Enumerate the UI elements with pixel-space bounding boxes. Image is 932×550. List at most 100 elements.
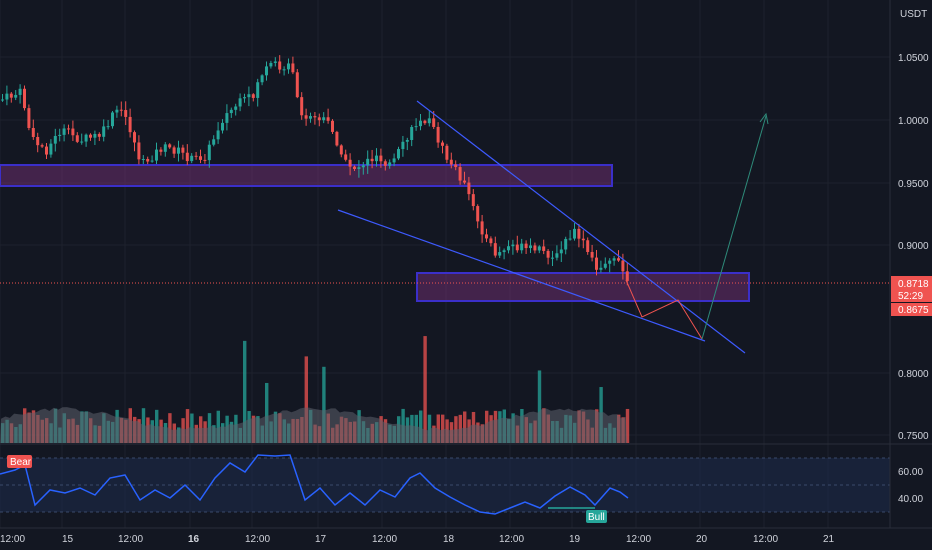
candle-body <box>379 155 383 162</box>
candle-body <box>159 149 163 152</box>
candle-body <box>317 117 321 121</box>
candle-body <box>207 144 211 161</box>
volume-bar <box>625 408 630 443</box>
candle-body <box>5 93 9 100</box>
time-tick: 12:00 <box>499 534 524 545</box>
rsi-tick: 60.00 <box>898 467 923 478</box>
candle-body <box>392 158 396 163</box>
candle-body <box>471 194 475 207</box>
time-tick: 18 <box>443 534 455 545</box>
candle-body <box>225 113 229 123</box>
candle-body <box>119 109 123 111</box>
candle-body <box>84 134 88 142</box>
candle-body <box>467 182 471 195</box>
candle-body <box>53 135 57 144</box>
projection-up-path[interactable] <box>701 115 767 340</box>
current-price-badge[interactable] <box>891 276 932 302</box>
candle-body <box>14 94 18 98</box>
wedge-lower-trendline[interactable] <box>337 209 706 342</box>
candle-body <box>436 126 440 143</box>
candle-body <box>419 120 422 127</box>
candle-body <box>375 155 378 162</box>
candle-body <box>203 159 207 161</box>
candle-body <box>256 82 260 98</box>
candle-body <box>93 133 97 138</box>
support-zone-left[interactable] <box>0 164 613 187</box>
candle-body <box>247 94 251 98</box>
candle-body <box>507 246 510 251</box>
candle-body <box>287 63 290 70</box>
candle-body <box>80 141 84 143</box>
candle-body <box>608 260 612 264</box>
candle-body <box>485 234 488 239</box>
volume-bar <box>304 356 308 443</box>
candle-body <box>27 108 31 128</box>
candle-body <box>410 126 414 140</box>
candle-body <box>577 228 581 239</box>
price-tick: 0.8000 <box>898 369 929 380</box>
candle-body <box>331 120 334 132</box>
candle-body <box>625 271 629 281</box>
candle-body <box>612 258 616 261</box>
candle-body <box>366 158 370 166</box>
candle-body <box>97 133 101 137</box>
candle-body <box>326 117 330 121</box>
candle-body <box>36 136 40 146</box>
candle-body <box>551 257 554 259</box>
candle-body <box>414 126 418 128</box>
candle-body <box>493 243 497 256</box>
volume-bar <box>243 340 247 443</box>
time-tick: 12:00 <box>0 534 25 545</box>
candle-body <box>498 252 502 256</box>
price-tick: 1.0000 <box>898 116 929 127</box>
volume-bar <box>216 410 220 443</box>
projection-arrowhead-icon <box>759 112 769 125</box>
candle-body <box>146 158 150 162</box>
bear-label-badge <box>7 455 32 468</box>
price-tick: 1.0500 <box>898 53 929 64</box>
candle-body <box>515 244 519 251</box>
candle-body <box>62 128 66 135</box>
candle-body <box>163 144 167 152</box>
candle-body <box>155 149 158 161</box>
candle-body <box>282 69 286 71</box>
volume-bar <box>419 410 423 443</box>
volume-bar <box>537 370 542 443</box>
candle-body <box>309 116 312 119</box>
candle-body <box>480 221 484 235</box>
projection-down-path[interactable] <box>625 279 703 340</box>
currency-label: USDT <box>900 9 927 20</box>
candle-body <box>463 180 466 183</box>
candle-body <box>313 116 317 118</box>
candle-body <box>423 120 427 124</box>
candle-body <box>621 260 625 272</box>
candle-body <box>141 158 145 160</box>
candle-body <box>124 110 128 117</box>
candle-body <box>555 253 559 258</box>
candle-body <box>617 258 620 261</box>
candle-body <box>599 267 603 270</box>
candle-body <box>322 117 326 121</box>
candle-body <box>45 146 48 155</box>
bull-label: Bull <box>588 512 605 523</box>
candle-body <box>564 238 568 250</box>
candle-body <box>348 159 352 167</box>
candle-body <box>524 243 528 249</box>
candle-body <box>40 145 44 147</box>
candle-body <box>181 147 185 153</box>
candle-body <box>128 116 132 133</box>
wedge-upper-trendline[interactable] <box>416 100 746 354</box>
candle-body <box>388 162 392 166</box>
candle-body <box>269 62 273 67</box>
time-tick: 12:00 <box>118 534 143 545</box>
candle-body <box>172 147 176 154</box>
candle-body <box>168 144 172 148</box>
candle-body <box>49 143 53 155</box>
candle-body <box>221 122 224 131</box>
candle-body <box>238 98 242 107</box>
support-zone-right[interactable] <box>416 272 750 302</box>
low-price-badge[interactable] <box>891 303 932 316</box>
candle-body <box>427 118 431 124</box>
candle-body <box>529 245 532 249</box>
